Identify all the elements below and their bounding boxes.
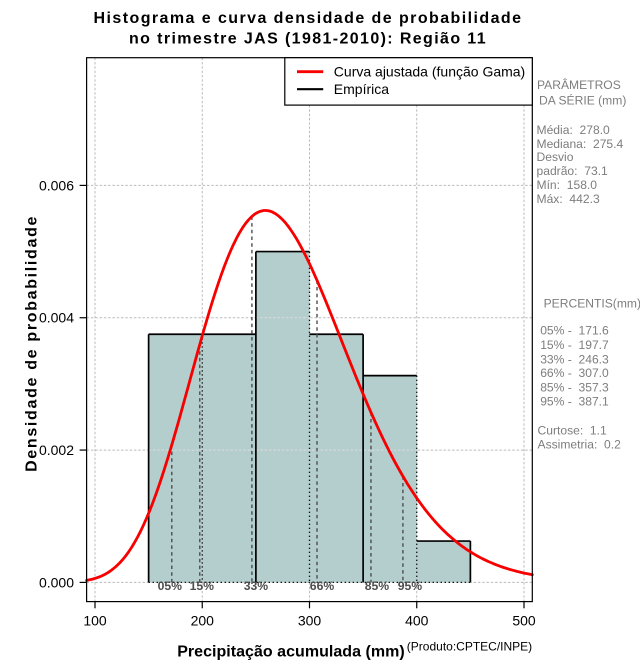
svg-text:400: 400 [405,613,429,629]
svg-text:0.006: 0.006 [39,177,74,193]
svg-text:Curtose: 1.1: Curtose: 1.1 [538,424,608,438]
svg-text:Assimetria: 0.2: Assimetria: 0.2 [538,437,622,451]
svg-text:300: 300 [298,613,322,629]
svg-text:15% - 197.7: 15% - 197.7 [540,338,609,352]
svg-text:Histograma e curva densidade d: Histograma e curva densidade de probabil… [94,10,523,27]
svg-text:Empírica: Empírica [334,81,389,97]
svg-text:Precipitação acumulada (mm): Precipitação acumulada (mm) [177,644,405,660]
svg-text:85% - 357.3: 85% - 357.3 [540,381,609,395]
svg-text:Mín: 158.0: Mín: 158.0 [537,178,598,192]
svg-text:no trimestre JAS (1981-2010):: no trimestre JAS (1981-2010): Região 11 [129,31,487,48]
svg-text:85%: 85% [365,579,390,593]
svg-text:Mediana: 275.4: Mediana: 275.4 [537,137,624,151]
svg-text:95%: 95% [398,579,423,593]
svg-text:100: 100 [83,613,107,629]
svg-text:0.002: 0.002 [39,442,74,458]
svg-text:33% - 246.3: 33% - 246.3 [540,352,609,366]
svg-text:05% - 171.6: 05% - 171.6 [540,324,609,338]
svg-text:Média: 278.0: Média: 278.0 [537,123,611,137]
svg-text:95% - 387.1: 95% - 387.1 [540,395,609,409]
svg-text:Desvio: Desvio [537,150,574,164]
svg-text:33%: 33% [244,579,269,593]
svg-text:0.000: 0.000 [39,574,74,590]
svg-text:200: 200 [191,613,215,629]
svg-text:05%: 05% [158,579,183,593]
svg-text:15%: 15% [190,579,215,593]
svg-text:66% - 307.0: 66% - 307.0 [540,366,609,380]
svg-text:(Produto:CPTEC/INPE): (Produto:CPTEC/INPE) [407,639,532,653]
svg-text:500: 500 [512,613,536,629]
svg-text:Densidade de probabilidade: Densidade de probabilidade [24,215,41,472]
svg-text:Máx: 442.3: Máx: 442.3 [537,192,600,206]
svg-text:0.004: 0.004 [39,310,74,326]
svg-text:PARÂMETROS: PARÂMETROS [537,77,621,92]
svg-text:Curva ajustada (função Gama): Curva ajustada (função Gama) [334,63,525,79]
svg-text:66%: 66% [310,579,335,593]
svg-text:DA SÉRIE (mm): DA SÉRIE (mm) [539,93,626,108]
svg-text:PERCENTIS(mm): PERCENTIS(mm) [544,296,640,310]
svg-text:padrão: 73.1: padrão: 73.1 [537,164,609,178]
